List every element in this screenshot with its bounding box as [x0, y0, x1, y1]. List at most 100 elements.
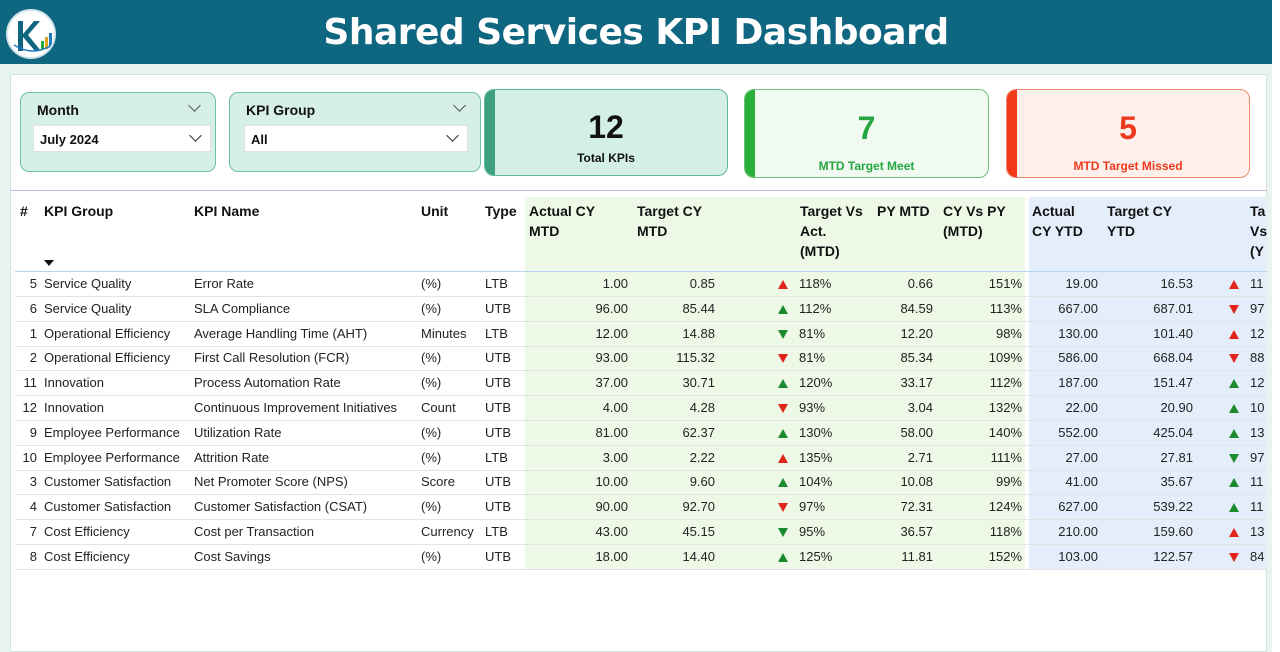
cell-target-cy-ytd: 16.53	[1160, 276, 1193, 291]
table-row[interactable]: 7 Cost Efficiency Cost per Transaction Curr…	[15, 520, 1267, 545]
month-dropdown[interactable]: July 2024	[33, 125, 211, 152]
cell-actual-cy-mtd: 81.00	[595, 424, 628, 440]
cell-unit: (%)	[421, 300, 442, 316]
triangle-down-icon	[778, 503, 788, 513]
triangle-up-icon	[778, 428, 788, 438]
triangle-up-icon	[1229, 280, 1239, 289]
company-logo	[6, 9, 56, 59]
cell-kpi-name: Net Promoter Score (NPS)	[194, 474, 348, 490]
cell-target-vs-actual-ytd: 13	[1250, 424, 1265, 440]
cell-target-cy-mtd: 115.32	[676, 350, 715, 366]
table-row[interactable]: 2 Operational Efficiency First Call Resolu…	[15, 346, 1267, 372]
kpi-group-slicer[interactable]: KPI Group All	[229, 92, 481, 172]
col-header-target-cy-mtd[interactable]: Target CY MTD	[637, 201, 702, 241]
month-slicer[interactable]: Month July 2024	[20, 92, 216, 172]
cell-cy-vs-py-mtd: 112%	[989, 375, 1022, 391]
cell-cy-vs-py-mtd: 140%	[988, 424, 1022, 440]
triangle-down-icon	[778, 329, 788, 339]
kpi-group-dropdown-value: All	[251, 132, 268, 147]
cell-kpi-group: Customer Satisfaction	[44, 474, 172, 490]
header-line: CY Vs PY	[943, 203, 1006, 219]
page-title: Shared Services KPI Dashboard	[323, 12, 949, 53]
col-header-target-cy-ytd[interactable]: Target CY YTD	[1107, 201, 1172, 241]
table-row[interactable]: 11 Innovation Process Automation Rate (%) UT…	[15, 371, 1267, 397]
header-line: Actual CY	[529, 203, 596, 219]
cell-num: 11	[23, 375, 38, 391]
col-header-unit[interactable]: Unit	[421, 203, 449, 219]
sort-descending-icon[interactable]	[44, 260, 54, 266]
table-row[interactable]: 4 Customer Satisfaction Customer Satisfact…	[15, 495, 1267, 521]
col-header-target-vs-actual-mtd[interactable]: Target Vs Act. (MTD)	[800, 201, 863, 261]
cell-target-cy-ytd: 159.60	[1153, 524, 1193, 539]
collapse-chevron-icon[interactable]	[453, 99, 466, 112]
cell-target-vs-actual-mtd: 135%	[799, 449, 833, 465]
cell-target-cy-mtd: 30.71	[682, 375, 715, 391]
header-line: PY MTD	[877, 203, 930, 219]
col-header-py-mtd[interactable]: PY MTD	[877, 201, 930, 221]
triangle-up-icon	[1229, 478, 1239, 488]
col-header-actual-cy-ytd[interactable]: Actual CY YTD	[1032, 201, 1083, 241]
col-header-type[interactable]: Type	[485, 203, 517, 219]
cell-kpi-group: Customer Satisfaction	[44, 499, 172, 515]
cell-cy-vs-py-mtd: 109%	[988, 350, 1022, 366]
col-header-target-vs-actual-ytd[interactable]: Ta Vs (Y	[1250, 201, 1267, 261]
triangle-up-icon	[778, 304, 788, 314]
triangle-down-icon	[1229, 453, 1239, 463]
col-header-actual-cy-mtd[interactable]: Actual CY MTD	[529, 201, 595, 241]
cell-cy-vs-py-mtd: 152%	[988, 548, 1022, 564]
kpi-group-dropdown[interactable]: All	[244, 125, 468, 152]
cell-py-mtd: 58.00	[900, 424, 933, 440]
mtd-target-missed-value: 5	[1119, 110, 1137, 146]
cell-target-vs-actual-mtd: 112%	[799, 300, 832, 316]
cell-target-vs-actual-mtd: 125%	[799, 548, 833, 564]
cell-actual-cy-ytd: 627.00	[1058, 499, 1098, 515]
cell-cy-vs-py-mtd: 151%	[988, 276, 1022, 291]
cell-py-mtd: 0.66	[907, 276, 933, 291]
triangle-up-icon	[1229, 329, 1239, 339]
cell-num: 9	[29, 424, 37, 440]
col-header-kpi-group[interactable]: KPI Group	[44, 203, 114, 219]
table-row[interactable]: 9 Employee Performance Utilization Rate (%)…	[15, 421, 1267, 446]
cell-target-cy-mtd: 14.40	[682, 548, 715, 564]
cell-cy-vs-py-mtd: 113%	[989, 300, 1022, 316]
chevron-down-icon[interactable]	[189, 129, 202, 142]
header-line: CY YTD	[1032, 223, 1083, 239]
cell-kpi-group: Service Quality	[44, 300, 132, 316]
cell-target-cy-ytd: 122.57	[1153, 548, 1193, 564]
table-row[interactable]: 8 Cost Efficiency Cost Savings (%) UTB 18.00 1…	[15, 545, 1267, 570]
table-row[interactable]: 1 Operational Efficiency Average Handling …	[15, 322, 1267, 347]
triangle-down-icon	[1229, 552, 1239, 562]
cell-target-cy-ytd: 539.22	[1153, 499, 1193, 515]
cell-kpi-group: Innovation	[44, 375, 104, 391]
col-header-cy-vs-py-mtd[interactable]: CY Vs PY (MTD)	[943, 201, 1006, 241]
table-row[interactable]: 6 Service Quality SLA Compliance (%) UTB 96.0…	[15, 297, 1267, 322]
card-accent-bar	[1007, 90, 1017, 177]
cell-kpi-name: Process Automation Rate	[194, 375, 341, 391]
triangle-up-icon	[778, 280, 788, 289]
table-row[interactable]: 12 Innovation Continuous Improvement Initi…	[15, 396, 1267, 421]
table-row[interactable]: 3 Customer Satisfaction Net Promoter Score…	[15, 470, 1267, 496]
cell-target-cy-mtd: 14.88	[682, 325, 715, 341]
cell-target-cy-ytd: 35.67	[1160, 474, 1193, 490]
table-row[interactable]: 5 Service Quality Error Rate (%) LTB 1.00 0.85…	[15, 272, 1267, 297]
cell-cy-vs-py-mtd: 98%	[995, 325, 1022, 341]
cell-target-cy-ytd: 27.81	[1160, 449, 1193, 465]
cell-py-mtd: 33.17	[900, 375, 933, 391]
cell-cy-vs-py-mtd: 124%	[988, 499, 1022, 515]
table-row[interactable]: 10 Employee Performance Attrition Rate (%) L…	[15, 446, 1267, 471]
triangle-down-icon	[778, 354, 788, 364]
cell-actual-cy-mtd: 12.00	[595, 325, 628, 341]
total-kpis-card: 12 Total KPIs	[484, 89, 728, 176]
cell-type: LTB	[485, 325, 508, 341]
cell-target-vs-actual-ytd: 88	[1250, 350, 1265, 366]
collapse-chevron-icon[interactable]	[188, 99, 201, 112]
cell-actual-cy-mtd: 37.00	[595, 375, 628, 391]
chevron-down-icon[interactable]	[446, 129, 459, 142]
cell-target-vs-actual-mtd: 97%	[799, 499, 826, 515]
cell-target-vs-actual-mtd: 95%	[799, 524, 826, 539]
col-header-kpi-name[interactable]: KPI Name	[194, 203, 260, 219]
cell-actual-cy-ytd: 667.00	[1058, 300, 1098, 316]
col-header-num[interactable]: #	[20, 203, 28, 219]
header-line: MTD	[637, 223, 668, 239]
cell-kpi-name: Continuous Improvement Initiatives	[194, 400, 398, 415]
